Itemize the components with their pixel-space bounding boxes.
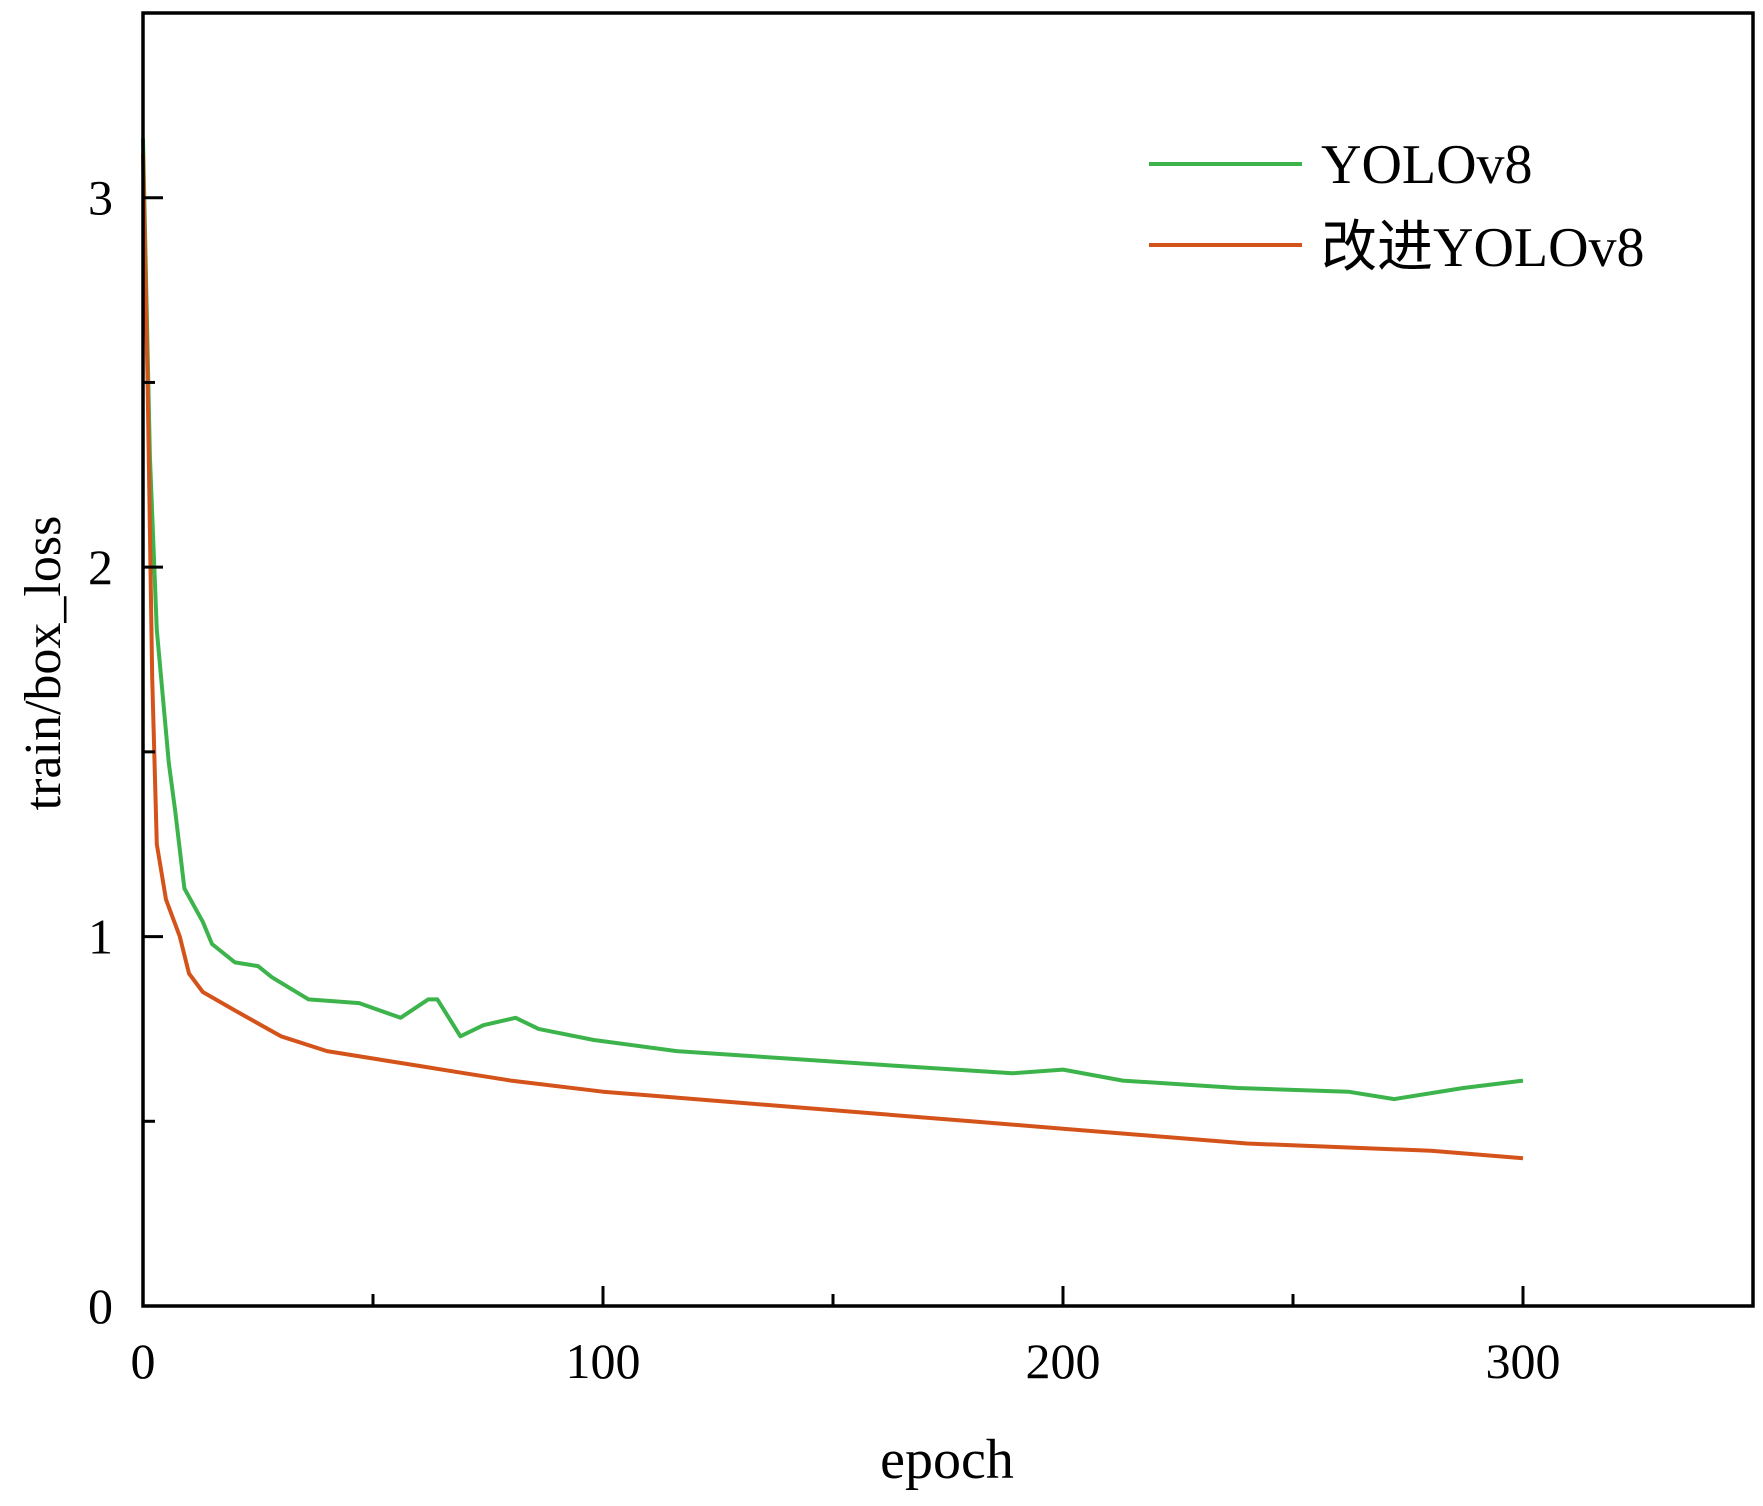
y-tick-label: 1 [88, 909, 113, 965]
legend-label-yolov8: YOLOv8 [1321, 134, 1533, 196]
y-tick-label: 3 [88, 170, 113, 226]
y-axis-label: train/box_loss [15, 516, 72, 811]
legend-label-improved-yolov8: 改进YOLOv8 [1321, 217, 1645, 279]
x-axis-label: epoch [880, 1429, 1014, 1491]
x-tick-label: 100 [566, 1333, 641, 1389]
series-line-0 [141, 138, 1524, 1102]
y-tick-label: 2 [88, 539, 113, 595]
x-tick-label: 0 [131, 1333, 156, 1389]
series-line-1 [141, 153, 1524, 1161]
x-tick-label: 200 [1026, 1333, 1101, 1389]
y-tick-label: 0 [88, 1278, 113, 1334]
plot-frame [141, 11, 1755, 1308]
x-tick-label: 300 [1486, 1333, 1561, 1389]
